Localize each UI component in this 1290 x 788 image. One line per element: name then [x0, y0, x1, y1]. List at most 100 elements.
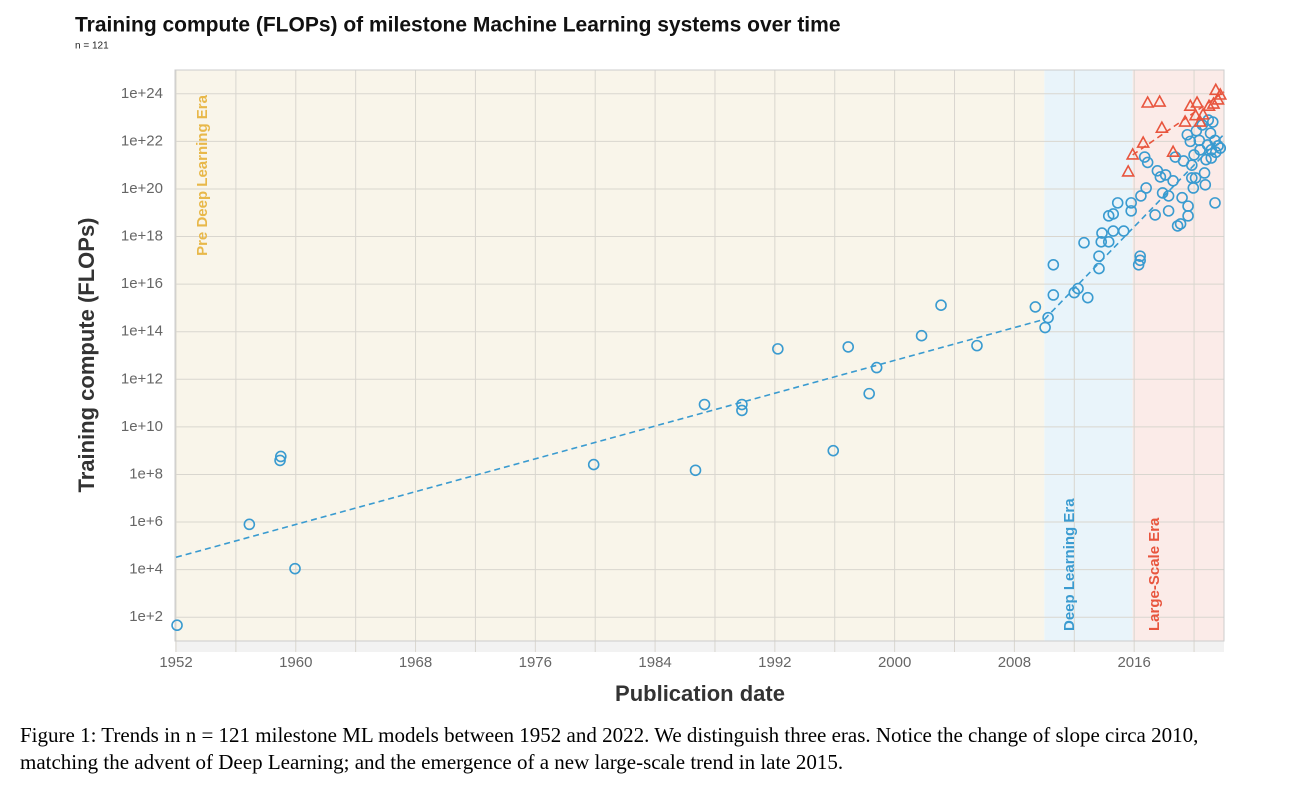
point — [1152, 94, 1167, 107]
x-tick-label: 1992 — [758, 654, 791, 671]
point — [1213, 87, 1228, 100]
x-tick-label: 1984 — [638, 654, 671, 671]
point — [1199, 178, 1212, 191]
x-tick-label: 2016 — [1117, 654, 1150, 671]
point — [1166, 144, 1180, 158]
x-axis-label: Publication date — [615, 681, 785, 706]
point — [698, 398, 711, 411]
point — [1205, 152, 1218, 164]
point — [1134, 250, 1146, 262]
point — [1125, 205, 1137, 217]
era-band — [1132, 70, 1224, 641]
point — [1102, 236, 1115, 248]
chart-subtitle: n = 121 — [75, 41, 109, 52]
point — [1072, 282, 1084, 295]
point — [243, 518, 256, 531]
point — [1093, 250, 1105, 262]
point — [1208, 82, 1223, 96]
x-tick-label: 1968 — [399, 654, 432, 671]
point — [1198, 167, 1211, 179]
point — [1214, 142, 1227, 154]
trend-line — [1043, 133, 1225, 320]
point — [915, 329, 928, 342]
x-tick-label: 2008 — [998, 654, 1031, 671]
point — [274, 454, 286, 467]
y-tick-label: 1e+6 — [129, 513, 163, 530]
chart: Training compute (FLOPs) of milestone Ma… — [74, 14, 1228, 706]
point — [1121, 164, 1136, 177]
point — [1202, 98, 1216, 112]
trend-line — [1132, 91, 1225, 156]
point — [587, 458, 600, 471]
point — [1176, 191, 1188, 204]
point — [1162, 190, 1175, 202]
y-tick-label: 1e+16 — [121, 275, 163, 292]
point — [1140, 95, 1155, 108]
y-tick-label: 1e+4 — [129, 561, 163, 578]
era-label: Pre Deep Learning Era — [194, 94, 211, 256]
point — [1107, 208, 1120, 220]
point — [1162, 205, 1175, 217]
y-axis-label: Training compute (FLOPs) — [74, 217, 99, 492]
point — [1081, 291, 1094, 304]
x-axis-strip — [175, 641, 1224, 652]
point — [1125, 147, 1140, 160]
point — [1093, 262, 1105, 275]
point — [289, 562, 301, 575]
point — [736, 398, 748, 411]
point — [935, 299, 947, 312]
point — [1154, 171, 1167, 183]
x-tick-label: 1960 — [279, 654, 312, 671]
era-band — [1044, 70, 1133, 641]
y-tick-label: 1e+18 — [121, 228, 163, 245]
point — [1174, 218, 1187, 230]
figure-caption: Figure 1: Trends in n = 121 milestone ML… — [20, 723, 1199, 774]
y-tick-label: 1e+24 — [121, 85, 163, 102]
chart-title: Training compute (FLOPs) of milestone Ma… — [75, 14, 841, 37]
point — [736, 404, 748, 417]
point — [1125, 197, 1137, 209]
y-tick-label: 1e+22 — [121, 132, 163, 149]
point — [1193, 114, 1207, 127]
y-tick-label: 1e+20 — [121, 180, 163, 197]
point — [1184, 135, 1197, 148]
point — [870, 361, 883, 374]
point — [1190, 95, 1204, 108]
point — [1189, 172, 1202, 184]
point — [827, 444, 840, 457]
point — [1141, 156, 1154, 169]
x-tick-label: 2000 — [878, 654, 911, 671]
point — [1167, 175, 1179, 187]
point — [171, 619, 183, 632]
point — [1149, 209, 1161, 221]
x-tick-label: 1976 — [519, 654, 552, 671]
y-tick-label: 1e+12 — [121, 370, 163, 387]
point — [1212, 140, 1224, 152]
point — [1188, 108, 1203, 121]
y-tick-label: 1e+10 — [121, 418, 163, 435]
point — [1182, 200, 1194, 212]
point — [1078, 236, 1090, 249]
point — [1135, 190, 1147, 202]
plot-frame — [174, 69, 1225, 642]
point — [1117, 225, 1130, 237]
point — [1186, 159, 1198, 171]
point — [971, 339, 983, 352]
y-tick-label: 1e+8 — [129, 465, 163, 482]
point — [1209, 197, 1221, 209]
point — [1047, 258, 1060, 271]
point — [1156, 187, 1169, 199]
point — [863, 387, 875, 400]
point — [1159, 169, 1172, 181]
point — [1206, 96, 1221, 109]
point — [772, 343, 784, 355]
y-tick-label: 1e+14 — [121, 323, 163, 340]
point — [1196, 107, 1210, 120]
point — [1047, 289, 1060, 301]
point — [842, 341, 855, 353]
era-label: Large-Scale Era — [1146, 517, 1163, 631]
point — [1095, 236, 1108, 248]
point — [1096, 227, 1108, 239]
point — [1140, 182, 1152, 194]
